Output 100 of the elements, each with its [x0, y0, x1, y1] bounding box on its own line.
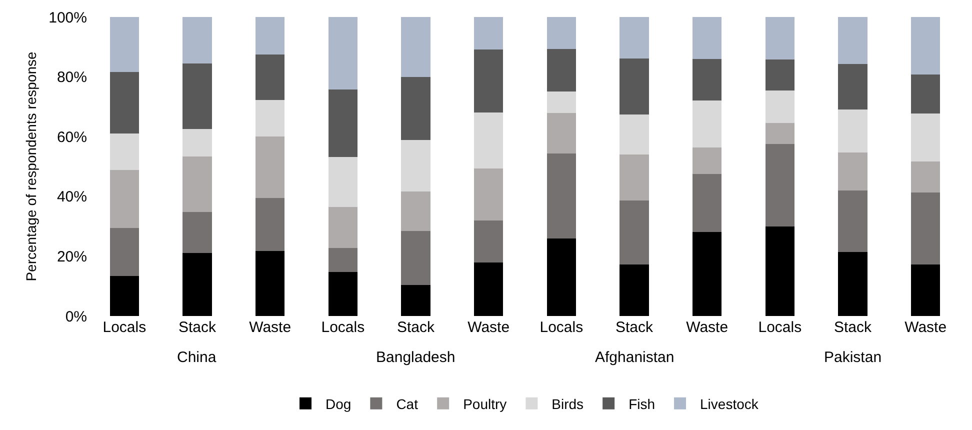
- bar: [328, 89, 358, 157]
- bar: [110, 228, 139, 276]
- bar: [256, 100, 285, 137]
- bar: [620, 17, 649, 59]
- bar: [692, 232, 722, 316]
- bar: [692, 17, 722, 60]
- bar: [765, 90, 794, 123]
- y-tick-label: 100%: [48, 9, 87, 26]
- bar: [328, 156, 358, 208]
- legend-label: Dog: [326, 396, 352, 412]
- bar: [546, 238, 576, 316]
- bar: [256, 17, 285, 55]
- x-tick-label: Stack: [396, 319, 436, 336]
- text: Bangladesh: [376, 349, 456, 366]
- bar: [474, 49, 504, 113]
- bar: [474, 168, 504, 220]
- bar: [911, 74, 940, 114]
- text: Afghanistan: [595, 349, 674, 366]
- bar: [838, 64, 868, 110]
- bar: [256, 136, 285, 198]
- bar: [838, 152, 868, 190]
- bar: [182, 63, 212, 129]
- x-tick-label: Locals: [758, 319, 802, 336]
- bar: [182, 156, 212, 212]
- bar: [911, 113, 940, 162]
- legend-label: Cat: [396, 396, 418, 412]
- bar: [401, 285, 430, 316]
- x-tick-label: Waste: [249, 319, 292, 336]
- bar: [401, 191, 430, 231]
- x-tick-label: Stack: [178, 319, 217, 336]
- bar: [838, 190, 868, 252]
- bar: [474, 220, 504, 262]
- y-tick-label: 0%: [65, 308, 87, 326]
- bar: [838, 17, 868, 64]
- bar: [546, 91, 576, 113]
- bar: [110, 134, 139, 170]
- bar: [620, 264, 649, 316]
- bar: [546, 153, 576, 239]
- bar: [256, 198, 285, 251]
- bar: [546, 48, 576, 92]
- bar: [620, 58, 649, 114]
- bar: [182, 128, 212, 157]
- bar: [692, 100, 722, 148]
- bar: [182, 253, 212, 316]
- bar: [911, 192, 940, 264]
- y-tick-label: 20%: [56, 248, 87, 266]
- x-tick-label: Locals: [321, 319, 365, 336]
- bar: [401, 230, 430, 286]
- bar: [765, 17, 794, 60]
- bar: [765, 226, 794, 316]
- x-tick-label: Waste: [468, 319, 510, 336]
- bar: [110, 170, 139, 228]
- bar: [401, 77, 430, 140]
- bar: [692, 174, 722, 232]
- bar: [838, 252, 868, 316]
- bar: [256, 250, 285, 316]
- bar: [765, 59, 794, 91]
- bar: [474, 112, 504, 168]
- bar: [182, 17, 212, 64]
- legend-label: Poultry: [463, 396, 507, 412]
- bar: [328, 248, 358, 272]
- bar: [474, 262, 504, 316]
- text: Pakistan: [824, 349, 882, 366]
- bar: [401, 140, 430, 192]
- bar: [911, 162, 940, 193]
- text: China: [177, 349, 217, 366]
- bar: [256, 54, 285, 100]
- bar: [620, 114, 649, 155]
- bar: [474, 17, 504, 50]
- bar: [765, 122, 794, 144]
- y-tick-label: 40%: [56, 188, 87, 206]
- bar: [838, 110, 868, 152]
- y-axis-title: Percentage of respondents response: [23, 51, 40, 282]
- bar: [182, 212, 212, 254]
- bar: [110, 276, 139, 316]
- legend-label: Birds: [552, 396, 584, 412]
- bar: [692, 148, 722, 174]
- bar: [911, 17, 940, 74]
- x-tick-label: Stack: [615, 319, 654, 336]
- bar: [765, 144, 794, 226]
- y-tick-label: 80%: [56, 69, 87, 86]
- bar: [328, 17, 358, 90]
- y-tick-label: 60%: [56, 128, 87, 146]
- bar: [692, 59, 722, 100]
- bar: [110, 72, 139, 134]
- x-tick-label: Stack: [834, 319, 872, 336]
- x-tick-label: Locals: [102, 319, 146, 336]
- bar: [328, 272, 358, 316]
- bar: [401, 17, 430, 78]
- legend-label: Fish: [628, 396, 656, 412]
- x-tick-label: Waste: [686, 319, 728, 336]
- bar: [620, 154, 649, 200]
- bar: [110, 17, 139, 72]
- bar: [546, 112, 576, 154]
- bar: [328, 207, 358, 248]
- bar: [911, 264, 940, 316]
- bar: [620, 200, 649, 264]
- legend-label: Livestock: [700, 396, 760, 412]
- x-tick-label: Locals: [540, 319, 584, 336]
- x-tick-label: Waste: [904, 319, 947, 336]
